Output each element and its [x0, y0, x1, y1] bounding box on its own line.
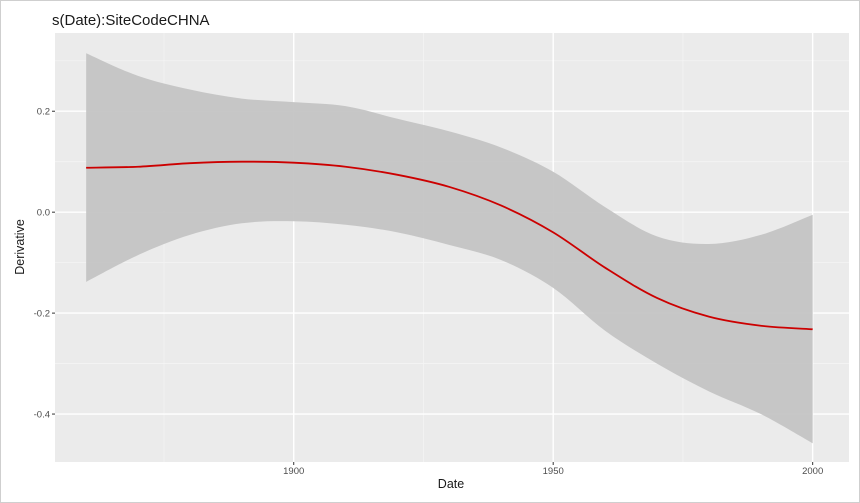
x-tick-label: 2000	[802, 466, 823, 477]
x-tick-label: 1950	[543, 466, 564, 477]
y-tick-label: 0.0	[37, 208, 50, 219]
chart-title: s(Date):SiteCodeCHNA	[52, 12, 210, 29]
x-axis-title: Date	[438, 477, 464, 491]
y-tick-label: 0.2	[37, 107, 50, 118]
y-tick-label: -0.4	[34, 410, 50, 421]
x-tick-label: 1900	[283, 466, 304, 477]
y-tick-label: -0.2	[34, 309, 50, 320]
y-axis-title: Derivative	[13, 219, 27, 275]
confidence-band	[86, 53, 813, 444]
x-axis-ticks: 1900 1950 2000	[283, 462, 823, 477]
y-axis-ticks: 0.2 0.0 -0.2 -0.4	[34, 107, 55, 421]
derivative-line	[86, 160, 813, 331]
